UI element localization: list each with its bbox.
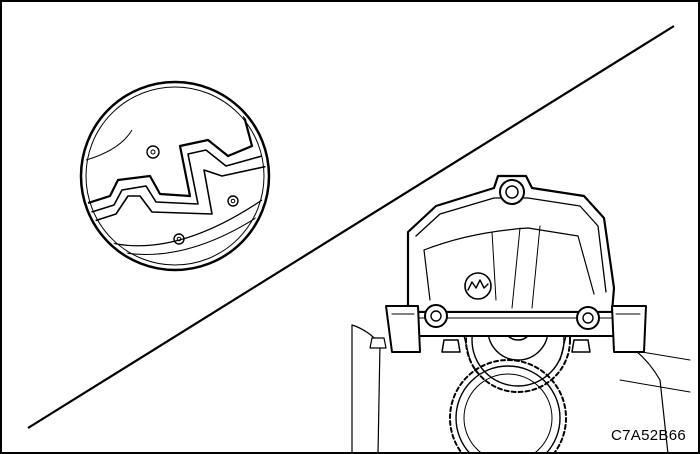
diagonal-divider: [27, 25, 675, 429]
tensioner-assembly-icon: [351, 174, 691, 454]
figure-code-label: C7A52B66: [611, 427, 686, 444]
sprocket-gear-icon: [449, 359, 567, 454]
detail-magnifier-icon: [79, 80, 271, 272]
